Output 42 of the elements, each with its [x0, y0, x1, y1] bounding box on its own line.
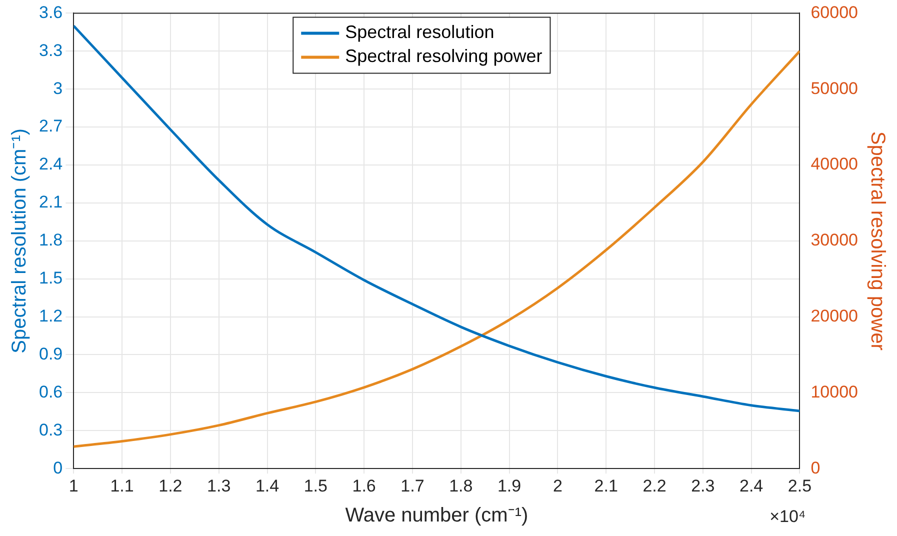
- y-tick-label: 0.9: [38, 344, 63, 364]
- y-tick-label: 0.6: [38, 382, 63, 402]
- y-axis-title: Spectral resolution (cm⁻¹): [8, 128, 31, 354]
- x-tick-label: 2.1: [594, 476, 618, 496]
- y2-tick-label: 20000: [810, 306, 858, 326]
- legend-label: Spectral resolving power: [345, 46, 542, 66]
- x-tick-label: 2: [552, 476, 562, 496]
- y2-tick-label: 60000: [810, 2, 858, 22]
- legend-label: Spectral resolution: [345, 22, 494, 42]
- x-tick-label: 1.1: [110, 476, 134, 496]
- x-tick-label: 1.2: [158, 476, 182, 496]
- x-tick-label: 1.7: [400, 476, 424, 496]
- text: ×10⁴: [770, 506, 806, 526]
- x-tick-label: 1.9: [497, 476, 522, 496]
- y-tick-label: 2.1: [38, 192, 63, 212]
- y-tick-label: 3.3: [38, 40, 63, 60]
- x-tick-label: 2.5: [788, 476, 812, 496]
- y-tick-label: 2.7: [38, 116, 63, 136]
- x-tick-label: 1.5: [304, 476, 328, 496]
- x-tick-label: 2.4: [740, 476, 764, 496]
- x-axis-title: Wave number (cm⁻¹): [345, 504, 528, 527]
- y-tick-label: 2.4: [38, 154, 63, 174]
- y-tick-label: 0.3: [38, 420, 63, 440]
- y-tick-label: 1.5: [38, 268, 63, 288]
- y2-tick-label: 10000: [810, 382, 858, 402]
- x-tick-label: 1.8: [449, 476, 473, 496]
- y2-axis-title: Spectral resolving power: [866, 131, 888, 351]
- x-tick-label: 1.3: [207, 476, 231, 496]
- y-tick-label: 3.6: [38, 2, 63, 22]
- x-tick-label: 1.6: [352, 476, 376, 496]
- y2-tick-label: 30000: [810, 230, 858, 250]
- y-tick-label: 3: [53, 78, 63, 98]
- y-tick-label: 1.8: [38, 230, 63, 250]
- x-tick-label: 1: [68, 476, 78, 496]
- y2-tick-label: 40000: [810, 154, 858, 174]
- y-tick-label: 0: [53, 458, 63, 478]
- y-tick-label: 1.2: [38, 306, 63, 326]
- x-tick-label: 1.4: [255, 476, 280, 496]
- x-tick-label: 2.3: [691, 476, 715, 496]
- y2-tick-label: 50000: [810, 78, 858, 98]
- x-tick-label: 2.2: [642, 476, 666, 496]
- y2-tick-label: 0: [810, 458, 820, 478]
